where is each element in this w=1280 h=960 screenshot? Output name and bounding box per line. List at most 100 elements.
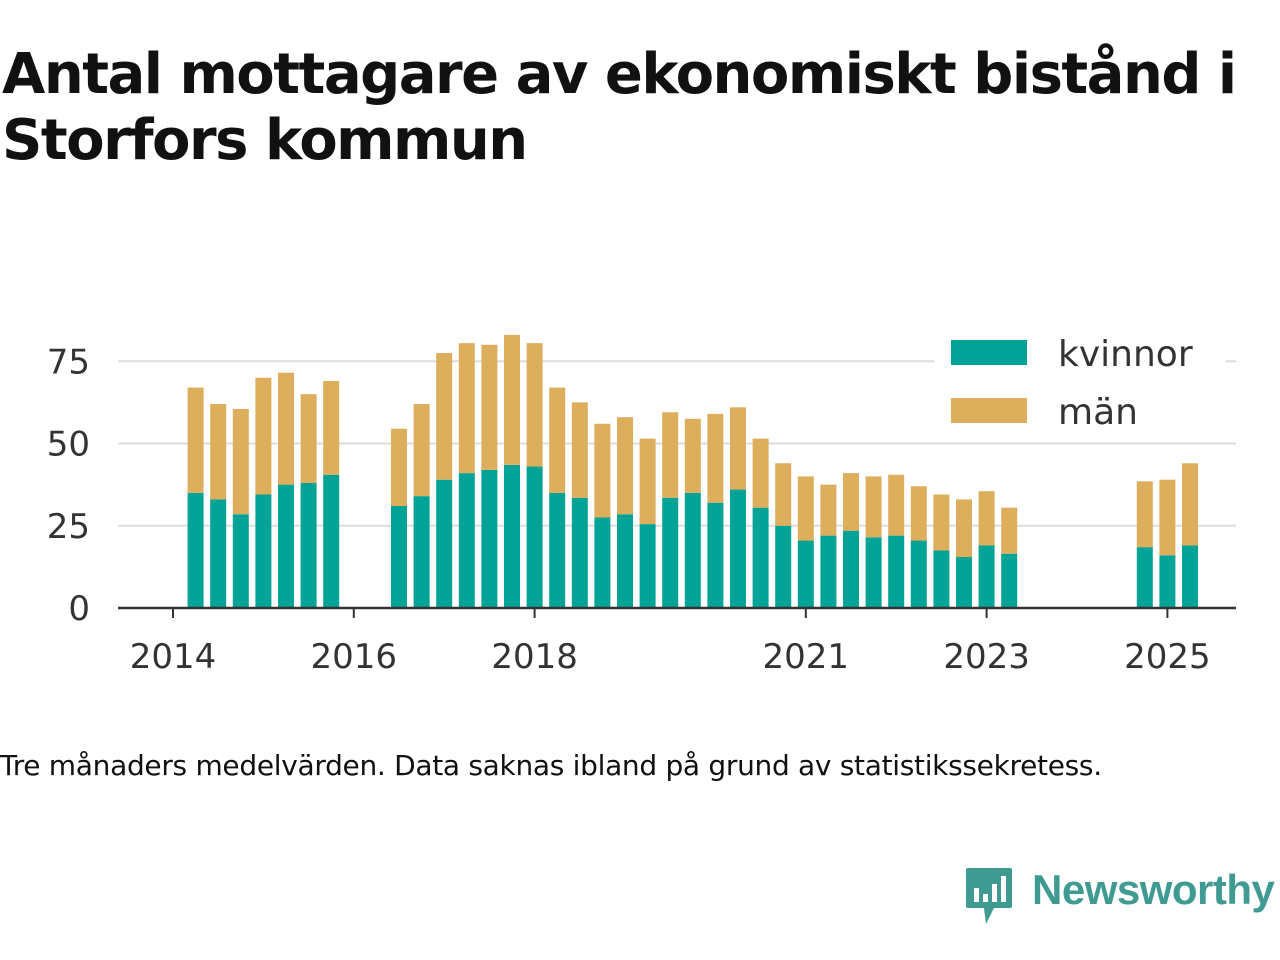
y-tick-label: 25 bbox=[47, 507, 90, 547]
bar-man bbox=[775, 463, 792, 526]
bar-kvinnor bbox=[752, 507, 769, 608]
bar-man bbox=[797, 476, 814, 541]
bar-man bbox=[549, 387, 566, 493]
legend: kvinnor män bbox=[934, 322, 1226, 440]
bar-man bbox=[255, 377, 272, 495]
bar-man bbox=[820, 484, 837, 536]
x-tick-label: 2018 bbox=[491, 637, 578, 677]
bar-kvinnor bbox=[187, 492, 204, 608]
bar-kvinnor bbox=[255, 494, 272, 608]
bar-man bbox=[210, 404, 227, 500]
bar-kvinnor bbox=[436, 479, 453, 608]
bar-kvinnor bbox=[571, 497, 588, 608]
bar-man bbox=[232, 408, 249, 515]
bar-man bbox=[752, 438, 769, 508]
legend-label: kvinnor bbox=[1058, 334, 1193, 375]
bar-kvinnor bbox=[865, 537, 882, 608]
bar-kvinnor bbox=[232, 514, 249, 608]
bar-man bbox=[662, 412, 679, 498]
bar-man bbox=[933, 494, 950, 551]
bar-man bbox=[865, 476, 882, 538]
bar-man bbox=[300, 394, 317, 483]
bar-man bbox=[617, 417, 633, 515]
bar-kvinnor bbox=[617, 514, 633, 608]
x-tick-label: 2023 bbox=[943, 637, 1030, 677]
bar-man bbox=[504, 334, 520, 465]
bar-kvinnor bbox=[639, 524, 656, 608]
bar-man bbox=[526, 343, 543, 467]
x-tick-label: 2025 bbox=[1124, 637, 1211, 677]
bar-kvinnor bbox=[1136, 547, 1153, 608]
bar-kvinnor bbox=[707, 502, 724, 608]
bars bbox=[187, 334, 1198, 608]
axes: 0 25 50 75 2014 2016 2018 2021 2023 2025 bbox=[47, 342, 1236, 677]
bar-kvinnor bbox=[933, 550, 950, 608]
bar-man bbox=[1001, 507, 1018, 554]
bar-man bbox=[707, 413, 724, 503]
bar-kvinnor bbox=[526, 466, 543, 608]
bar-kvinnor bbox=[684, 492, 701, 608]
x-tick-label: 2016 bbox=[311, 637, 398, 677]
x-tick-label: 2021 bbox=[763, 637, 850, 677]
footnote: Tre månaders medelvärden. Data saknas ib… bbox=[0, 749, 1102, 782]
bar-kvinnor bbox=[278, 484, 294, 608]
bar-kvinnor bbox=[1001, 553, 1018, 608]
bar-kvinnor bbox=[910, 540, 927, 608]
bar-kvinnor bbox=[730, 489, 746, 608]
bar-man bbox=[956, 499, 972, 558]
brand-logo[interactable]: Newsworthy bbox=[964, 862, 1276, 926]
bar-kvinnor bbox=[956, 557, 972, 608]
bar-kvinnor bbox=[594, 517, 611, 608]
bar-kvinnor bbox=[1159, 555, 1176, 608]
x-tick-label: 2014 bbox=[130, 637, 217, 677]
y-tick-label: 0 bbox=[68, 589, 90, 629]
bar-kvinnor bbox=[391, 506, 407, 608]
bar-kvinnor bbox=[888, 535, 905, 608]
chart-title: Antal mottagare av ekonomiskt bistånd i … bbox=[2, 42, 1237, 173]
bar-man bbox=[1182, 463, 1198, 546]
bar-man bbox=[843, 473, 859, 531]
bar-man bbox=[458, 343, 475, 474]
bar-kvinnor bbox=[1182, 545, 1198, 608]
newsworthy-logo-icon bbox=[966, 868, 1012, 924]
bar-kvinnor bbox=[797, 540, 814, 608]
bar-man bbox=[1136, 481, 1153, 548]
bar-man bbox=[888, 474, 905, 536]
legend-swatch bbox=[951, 340, 1027, 365]
bar-man bbox=[187, 387, 204, 493]
bar-kvinnor bbox=[504, 464, 520, 608]
bar-kvinnor bbox=[481, 469, 498, 608]
bar-kvinnor bbox=[300, 482, 317, 608]
legend-swatch bbox=[951, 398, 1027, 423]
brand-name: Newsworthy bbox=[1032, 866, 1275, 913]
bar-kvinnor bbox=[323, 474, 340, 608]
bar-man bbox=[278, 372, 294, 485]
bar-man bbox=[323, 380, 340, 475]
legend-label: män bbox=[1058, 392, 1138, 433]
bar-kvinnor bbox=[843, 530, 859, 608]
bar-kvinnor bbox=[978, 545, 995, 608]
bar-man bbox=[413, 404, 430, 497]
bar-man bbox=[1159, 479, 1176, 556]
bar-man bbox=[481, 344, 498, 470]
bar-kvinnor bbox=[820, 535, 837, 608]
bar-man bbox=[594, 423, 611, 518]
bar-kvinnor bbox=[662, 497, 679, 608]
bar-kvinnor bbox=[549, 492, 566, 608]
bar-kvinnor bbox=[775, 525, 792, 608]
stacked-bar-chart: 0 25 50 75 2014 2016 2018 2021 2023 2025 kvinnor m… bbox=[46, 322, 1236, 677]
bar-kvinnor bbox=[210, 499, 227, 608]
bar-kvinnor bbox=[413, 496, 430, 608]
bar-man bbox=[978, 491, 995, 546]
bar-man bbox=[684, 418, 701, 493]
y-tick-label: 50 bbox=[47, 425, 90, 465]
bar-man bbox=[391, 428, 407, 507]
y-tick-label: 75 bbox=[47, 342, 90, 382]
bar-man bbox=[639, 438, 656, 525]
bar-man bbox=[436, 353, 453, 480]
bar-man bbox=[571, 402, 588, 498]
bar-man bbox=[730, 407, 746, 490]
bar-man bbox=[910, 486, 927, 541]
bar-kvinnor bbox=[458, 473, 475, 608]
